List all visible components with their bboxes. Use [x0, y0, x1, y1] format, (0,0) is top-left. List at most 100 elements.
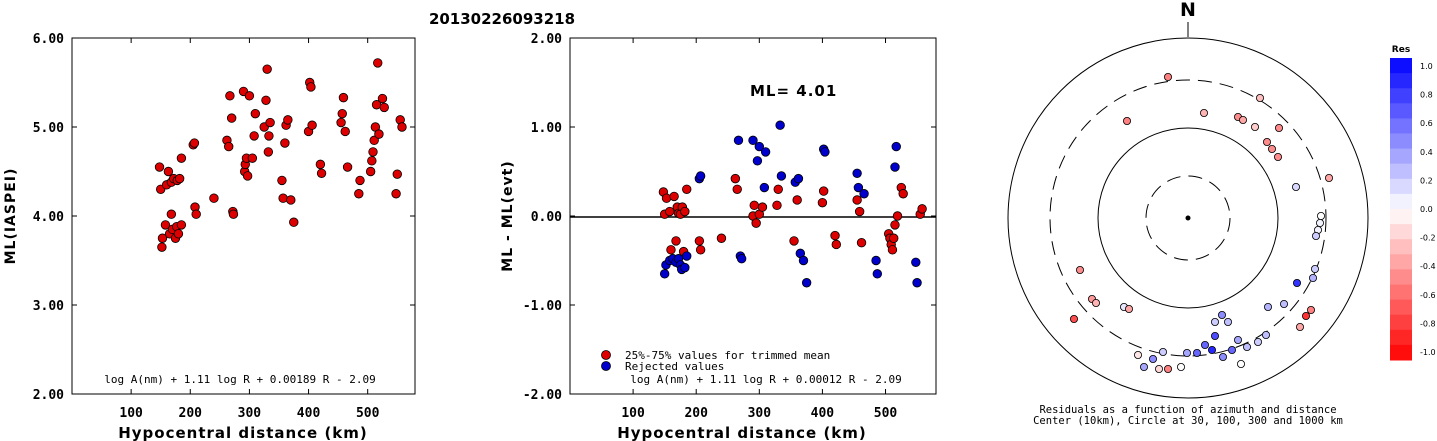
- colorbar-cell: [1390, 299, 1412, 316]
- residual-point: [1193, 348, 1202, 357]
- data-point: [682, 184, 692, 195]
- residual-point: [1092, 298, 1101, 307]
- y-tick-label: 2.00: [531, 32, 562, 47]
- y-ticks: -2.00 -1.00 0.00 1.00 2.00: [523, 32, 936, 403]
- data-point: [659, 269, 670, 279]
- x-tick-label: 200: [179, 406, 203, 421]
- data-point: [228, 209, 239, 219]
- data-point: [772, 200, 782, 211]
- data-point: [261, 95, 271, 106]
- colorbar-cell: [1390, 344, 1412, 361]
- data-point: [891, 141, 901, 152]
- colorbar-cell: [1390, 254, 1412, 270]
- data-point: [265, 117, 275, 128]
- colorbar-tick-label: 0.4: [1420, 148, 1433, 157]
- x-ticks: 100 200 300 400 500: [621, 38, 897, 421]
- data-point: [775, 120, 785, 130]
- data-point: [157, 233, 168, 243]
- data-point: [680, 262, 690, 273]
- residual-point: [1302, 311, 1311, 320]
- data-point: [752, 156, 763, 166]
- data-point: [912, 278, 922, 288]
- residual-point: [1307, 305, 1316, 314]
- north-label: N: [1180, 0, 1196, 21]
- ml-annotation: ML= 4.01: [750, 82, 837, 100]
- circle-300km: [1049, 79, 1327, 357]
- panel-ml-iaspei: 2.00 3.00 4.00 5.00 6.00 100 200 300 400 500 log…: [3, 32, 416, 441]
- data-point: [871, 255, 881, 266]
- data-point: [224, 141, 234, 152]
- x-tick-label: 400: [811, 406, 835, 421]
- colorbar-cell: [1390, 58, 1412, 74]
- data-point: [247, 153, 258, 163]
- y-tick-label: -1.00: [523, 299, 562, 314]
- circle-1000km: [1007, 37, 1369, 399]
- colorbar-cell: [1390, 88, 1412, 104]
- colorbar-ticks: 1.0 0.8 0.6 0.4 0.2 0.0 -0.2 -0.4 -0.6 -0.8 -1.0: [1420, 62, 1436, 357]
- x-tick-label: 300: [748, 406, 772, 421]
- residual-point: [1211, 317, 1220, 326]
- panel-azimuth-residuals: N Residuals as a function of azimuth and…: [1007, 0, 1369, 427]
- data-point: [391, 189, 401, 199]
- data-point: [316, 168, 327, 178]
- data-point: [392, 169, 402, 179]
- data-point: [209, 193, 219, 203]
- residual-point: [1317, 211, 1326, 220]
- residual-point: [1155, 364, 1164, 373]
- colorbar-cell: [1390, 73, 1412, 89]
- data-point: [166, 209, 177, 219]
- residual-point: [1312, 231, 1321, 240]
- data-point: [695, 245, 706, 255]
- data-point: [889, 233, 899, 243]
- colorbar-tick-label: 0.2: [1420, 176, 1433, 185]
- colorbar-cell: [1390, 209, 1412, 225]
- data-point: [665, 206, 675, 217]
- data-point: [154, 162, 165, 172]
- x-tick-label: 200: [684, 406, 708, 421]
- residual-point: [1243, 342, 1252, 351]
- data-point: [776, 171, 787, 181]
- data-point: [342, 162, 353, 172]
- residual-point: [1316, 218, 1325, 227]
- x-tick-label: 400: [297, 406, 321, 421]
- data-point: [792, 195, 802, 205]
- data-point: [830, 230, 840, 241]
- data-point: [176, 220, 187, 230]
- y-tick-label: 4.00: [33, 210, 64, 225]
- colorbar-tick-label: 0.6: [1420, 119, 1433, 128]
- data-point: [315, 159, 326, 170]
- data-point: [748, 135, 758, 146]
- residual-point: [1251, 123, 1260, 132]
- data-point: [831, 239, 841, 250]
- data-point: [263, 147, 274, 157]
- residual-point: [1262, 330, 1271, 339]
- residual-point: [1311, 264, 1320, 273]
- data-point: [379, 102, 389, 113]
- residual-point: [1254, 337, 1263, 346]
- residual-point: [1149, 354, 1158, 363]
- data-point: [160, 220, 171, 230]
- data-point: [397, 122, 407, 132]
- colorbar: Res 1.0 0.8 0.6 0.4 0.2 0.0 -0.2 -0.4 -0.6 -0.8 -1…: [1390, 45, 1436, 361]
- formula-label: log A(nm) + 1.11 log R + 0.00012 R - 2.0…: [630, 373, 902, 386]
- colorbar-tick-label: 1.0: [1420, 62, 1433, 71]
- y-tick-label: 1.00: [531, 121, 562, 136]
- figure-title: 20130226093218: [429, 10, 575, 28]
- formula-label: log A(nm) + 1.11 log R + 0.00189 R - 2.0…: [104, 373, 376, 386]
- colorbar-label: Res: [1392, 45, 1410, 55]
- x-tick-label: 300: [238, 406, 262, 421]
- data-point: [736, 254, 747, 264]
- data-point: [694, 236, 705, 246]
- data-point: [242, 171, 253, 181]
- residual-point: [1164, 364, 1173, 373]
- data-point: [368, 147, 378, 157]
- colorbar-tick-label: -0.8: [1420, 319, 1436, 328]
- residual-point: [1263, 137, 1272, 146]
- data-point: [680, 206, 690, 217]
- residual-point: [1200, 109, 1209, 118]
- residual-point: [1275, 124, 1284, 133]
- data-point: [174, 173, 185, 184]
- data-point: [283, 115, 293, 125]
- data-point: [671, 236, 681, 246]
- residual-point: [1125, 304, 1134, 313]
